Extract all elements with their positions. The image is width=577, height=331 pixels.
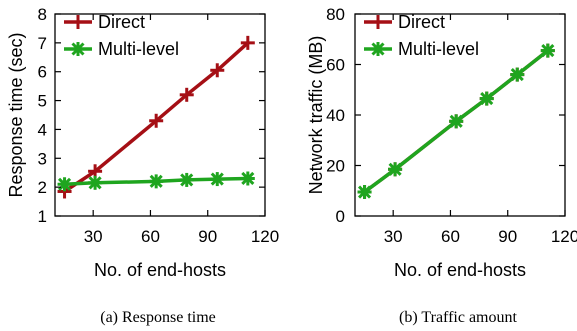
y-tick-label: 4 [38,120,47,139]
legend-marker-direct [371,15,385,29]
legend-marker-multi-level [371,42,385,56]
x-tick-label: 90 [498,227,517,246]
legend-label-multi-level: Multi-level [98,39,179,59]
x-tick-label: 120 [551,227,577,246]
legend-marker-multi-level [71,42,85,56]
data-point-direct [240,35,255,50]
x-tick-label: 120 [251,227,279,246]
legend: Direct Multi-level [364,12,479,59]
x-tick-label: 30 [84,227,103,246]
y-tick-label: 1 [38,207,47,226]
chart-response-time: 1 2 3 4 5 6 7 8 30 60 90 120 Direct Multi-level Res… [6,5,279,326]
x-tick-label: 60 [141,227,160,246]
data-point-multi-level [540,43,555,58]
plot-area [357,43,555,200]
y-axis-label: Network traffic (MB) [306,36,326,195]
legend-marker-glyph [371,15,385,29]
x-tick-label: 30 [384,227,403,246]
legend-item-multi-level: Multi-level [364,39,479,59]
x-axis-label: No. of end-hosts [94,260,226,280]
legend-marker-glyph [71,42,85,56]
y-tick-label: 5 [38,92,47,111]
legend-marker-glyph [371,42,385,56]
legend-label-direct: Direct [98,12,145,32]
y-tick-label: 3 [38,149,47,168]
data-point-direct [149,113,164,128]
y-tick-label: 0 [336,207,345,226]
y-tick-label: 7 [38,34,47,53]
caption: (a) Response time [100,309,216,326]
data-point-multi-level [510,67,525,82]
x-tick-label: 90 [198,227,217,246]
data-point-multi-level [179,172,194,187]
data-point-direct [179,87,194,102]
legend-marker-glyph [71,15,85,29]
plot-frame [54,13,266,217]
plot-area [57,35,255,199]
x-axis-label: No. of end-hosts [394,260,526,280]
data-point-multi-level [240,171,255,186]
data-point-multi-level [449,114,464,129]
legend-label-direct: Direct [398,12,445,32]
y-axis-label: Response time (sec) [6,32,26,197]
data-point-direct [210,63,225,78]
y-tick-label: 80 [326,5,345,24]
y-tick-label: 8 [38,5,47,24]
data-point-multi-level [57,177,72,192]
caption: (b) Traffic amount [399,309,517,326]
data-point-multi-level [357,185,372,200]
data-point-multi-level [210,172,225,187]
legend-item-direct: Direct [364,12,445,32]
y-tick-label: 60 [326,56,345,75]
legend-item-multi-level: Multi-level [64,39,179,59]
legend-label-multi-level: Multi-level [398,39,479,59]
y-tick-label: 40 [326,106,345,125]
data-point-multi-level [479,91,494,106]
x-tick-label: 60 [441,227,460,246]
legend-item-direct: Direct [64,12,145,32]
chart-traffic-amount: 0 20 40 60 80 30 60 90 120 Direct Multi-level Ne… [306,5,577,326]
y-tick-label: 20 [326,157,345,176]
data-point-multi-level [149,174,164,189]
data-point-multi-level [388,162,403,177]
y-tick-label: 6 [38,63,47,82]
legend: Direct Multi-level [64,12,179,59]
tick-layer: 0 20 40 60 80 30 60 90 120 [326,5,577,246]
series-line-direct [63,41,249,193]
y-tick-label: 2 [38,178,47,197]
tick-layer: 1 2 3 4 5 6 7 8 30 60 90 120 [38,5,280,246]
legend-marker-direct [71,15,85,29]
data-point-multi-level [88,175,103,190]
